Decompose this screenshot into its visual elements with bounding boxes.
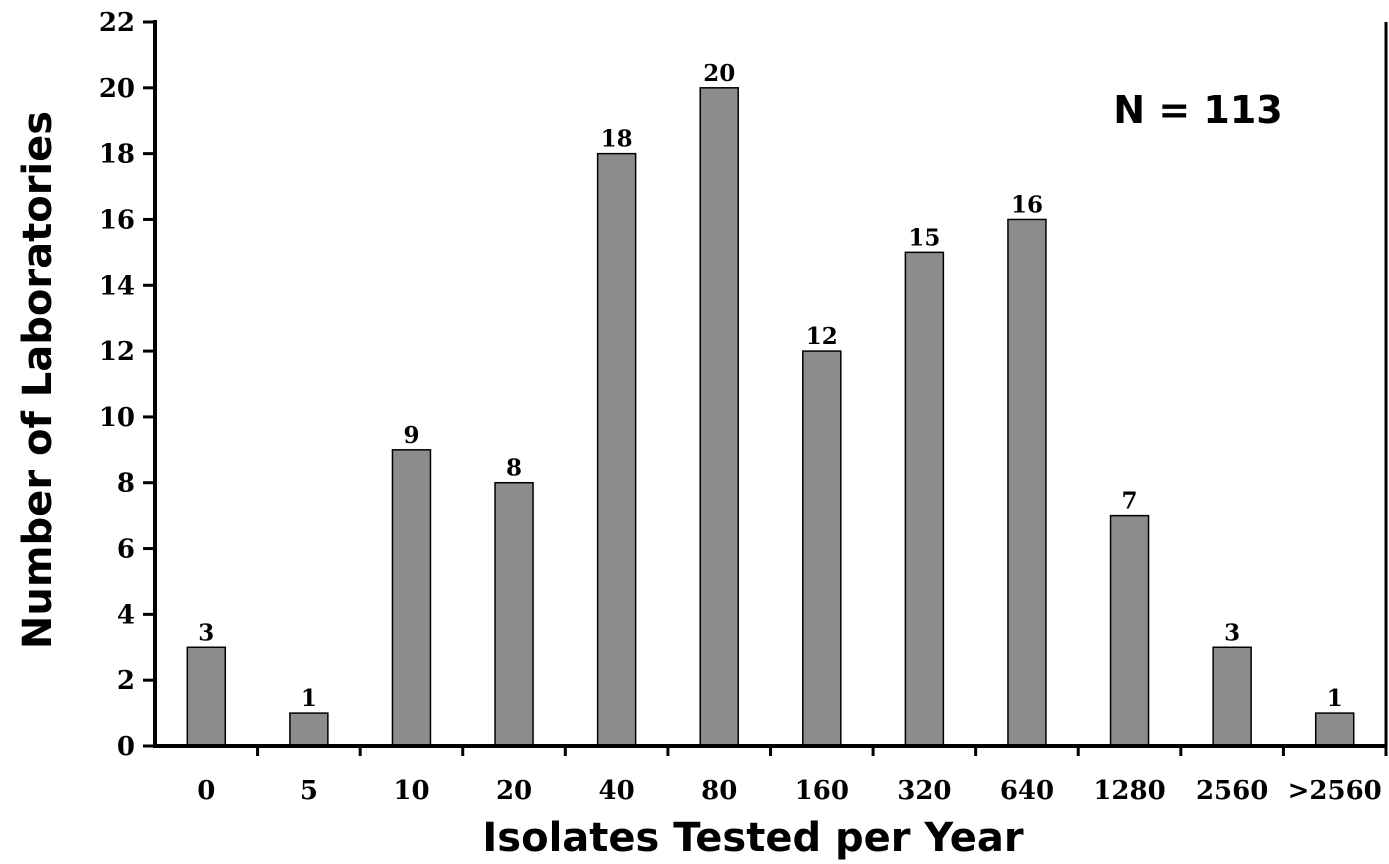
y-tick-label: 8 bbox=[117, 469, 135, 499]
x-tick-label-160: 160 bbox=[795, 776, 849, 806]
sample-size-annotation: N = 113 bbox=[1113, 88, 1282, 132]
data-label-320: 15 bbox=[908, 224, 940, 251]
x-tick-label-0: 0 bbox=[197, 776, 215, 806]
bar-320 bbox=[904, 251, 945, 747]
bar-1280 bbox=[1109, 514, 1150, 747]
bar-40 bbox=[596, 152, 637, 747]
x-tick-label-1280: 1280 bbox=[1093, 776, 1165, 806]
y-tick-label: 14 bbox=[99, 271, 135, 301]
data-label-20: 8 bbox=[506, 455, 522, 482]
y-tick-label: 0 bbox=[117, 732, 135, 762]
bar-160 bbox=[802, 350, 842, 747]
y-tick-label: 22 bbox=[99, 8, 135, 38]
data-label-640: 16 bbox=[1011, 191, 1043, 218]
y-tick-label: 12 bbox=[99, 337, 135, 367]
bar-80 bbox=[699, 87, 739, 747]
y-tick-label: 4 bbox=[117, 600, 135, 630]
x-tick-label-40: 40 bbox=[599, 776, 635, 806]
bar-2560 bbox=[1212, 646, 1252, 747]
x-axis-title: Isolates Tested per Year bbox=[482, 815, 1023, 861]
x-tick-label-320: 320 bbox=[897, 776, 951, 806]
bar->2560 bbox=[1314, 712, 1355, 747]
y-tick-label: 20 bbox=[99, 74, 135, 104]
y-tick-label: 16 bbox=[99, 205, 135, 235]
x-tick-label-20: 20 bbox=[496, 776, 532, 806]
x-tick-label->2560: >2560 bbox=[1288, 776, 1382, 806]
data-label-2560: 3 bbox=[1224, 619, 1240, 646]
data-label-10: 9 bbox=[403, 422, 419, 449]
y-tick-label: 10 bbox=[99, 403, 135, 433]
data-label-40: 18 bbox=[601, 126, 633, 153]
x-tick-label-5: 5 bbox=[300, 776, 318, 806]
bar-20 bbox=[494, 481, 534, 747]
x-tick-label-640: 640 bbox=[1000, 776, 1054, 806]
data-label->2560: 1 bbox=[1327, 685, 1343, 712]
y-tick-label: 6 bbox=[117, 535, 135, 565]
data-label-160: 12 bbox=[806, 323, 838, 350]
data-label-0: 3 bbox=[198, 619, 214, 646]
y-axis-title: Number of Laboratories bbox=[15, 111, 61, 649]
x-tick-label-10: 10 bbox=[393, 776, 429, 806]
bar-640 bbox=[1007, 218, 1047, 747]
bars-layer bbox=[186, 87, 1355, 747]
y-tick-label: 18 bbox=[99, 140, 135, 170]
bar-5 bbox=[289, 712, 329, 747]
data-label-80: 20 bbox=[703, 60, 735, 87]
data-label-1280: 7 bbox=[1122, 488, 1138, 515]
x-ticks-layer: 0 5 10 20 40 80 160 320 640 1280 2560 >2560 bbox=[197, 746, 1388, 806]
bar-10 bbox=[391, 449, 432, 747]
data-labels-layer: 3 1 9 8 18 20 12 15 16 7 3 1 bbox=[198, 60, 1342, 712]
data-label-5: 1 bbox=[301, 685, 317, 712]
y-ticks-layer: 0 2 4 6 8 10 12 14 16 18 20 22 bbox=[99, 8, 155, 762]
y-tick-label: 2 bbox=[117, 666, 135, 696]
x-tick-label-2560: 2560 bbox=[1196, 776, 1268, 806]
bar-0 bbox=[186, 646, 227, 747]
x-tick-label-80: 80 bbox=[701, 776, 737, 806]
